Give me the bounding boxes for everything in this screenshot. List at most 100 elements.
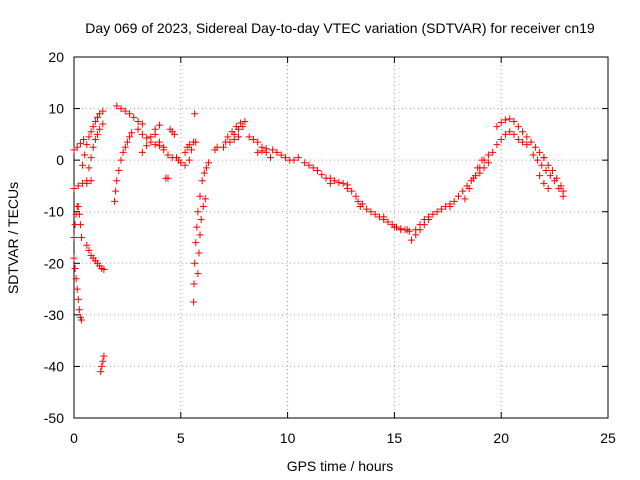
data-point	[123, 138, 131, 146]
data-point	[100, 352, 108, 360]
data-point	[113, 177, 121, 185]
data-point	[407, 236, 415, 244]
x-tick-label: 20	[493, 430, 509, 446]
data-point	[290, 156, 298, 164]
data-point	[277, 151, 285, 159]
data-point	[536, 172, 544, 180]
data-point	[519, 138, 527, 146]
data-point	[70, 185, 78, 193]
data-point	[397, 226, 405, 234]
data-point	[241, 117, 249, 125]
data-point	[83, 241, 91, 249]
data-point	[220, 143, 228, 151]
data-point	[553, 174, 561, 182]
data-point	[177, 159, 185, 167]
series-arc-z	[254, 145, 270, 156]
data-point	[420, 215, 428, 223]
data-point	[480, 164, 488, 172]
data-point	[72, 275, 80, 283]
data-point	[115, 166, 123, 174]
data-point	[130, 113, 138, 121]
axis-ticks: 0 5 10 15 20 25 -50 -40 -30 -20 -10 0 10 20	[44, 49, 616, 446]
data-point	[195, 249, 203, 257]
data-point	[89, 143, 97, 151]
data-point	[371, 210, 379, 218]
data-point	[198, 177, 206, 185]
data-point	[309, 164, 317, 172]
data-point	[450, 197, 458, 205]
y-tick-label: 20	[48, 49, 64, 65]
series-arc-ag	[390, 223, 411, 234]
data-point	[185, 141, 193, 149]
y-tick-label: -20	[44, 255, 64, 271]
data-point	[354, 197, 362, 205]
data-point	[121, 143, 129, 151]
series-arc-ad	[343, 185, 364, 211]
series-arc-i	[111, 129, 136, 205]
series-arc-g	[83, 241, 108, 273]
series-arc-y	[245, 133, 275, 162]
data-point	[70, 234, 78, 241]
series-arc-an	[489, 128, 531, 156]
data-point	[557, 182, 565, 190]
series-arc-f	[83, 120, 107, 187]
data-point	[245, 133, 253, 141]
data-point	[478, 156, 486, 164]
y-tick-label: -40	[44, 358, 64, 374]
data-point	[514, 123, 522, 131]
data-point	[425, 213, 433, 221]
data-point	[237, 119, 245, 127]
data-point	[99, 107, 107, 115]
data-point	[510, 117, 518, 125]
data-point	[121, 107, 129, 115]
data-point	[437, 205, 445, 213]
series-arc-m	[151, 130, 176, 162]
data-point	[339, 179, 347, 187]
data-point	[134, 117, 142, 125]
x-tick-label: 15	[387, 430, 403, 446]
data-point	[546, 172, 554, 180]
series-arc-ab	[301, 159, 334, 187]
data-point	[523, 133, 531, 141]
data-point	[506, 115, 514, 123]
data-point	[352, 192, 360, 200]
data-point	[459, 187, 467, 195]
series-arc-af	[380, 213, 413, 235]
data-point	[514, 136, 522, 144]
data-point	[254, 148, 262, 156]
data-point	[119, 148, 127, 156]
data-point	[191, 110, 199, 118]
data-point	[99, 120, 107, 128]
data-point	[461, 195, 469, 203]
data-point	[476, 169, 484, 177]
data-point	[497, 136, 505, 144]
data-point	[126, 133, 134, 141]
data-point	[367, 208, 375, 216]
series-arc-p	[173, 138, 200, 169]
data-point	[249, 136, 257, 144]
data-point	[531, 143, 539, 151]
data-point	[138, 120, 146, 128]
data-point	[213, 143, 221, 151]
data-point	[301, 159, 309, 167]
data-point	[87, 177, 95, 185]
data-point	[194, 208, 202, 216]
series-arc-n	[166, 125, 178, 138]
series-arc-ah	[407, 210, 437, 244]
data-point	[75, 210, 83, 218]
data-point	[151, 141, 159, 149]
data-point	[97, 368, 105, 376]
data-point	[181, 148, 189, 156]
data-point	[314, 166, 322, 174]
data-point	[226, 138, 234, 146]
data-point	[234, 125, 242, 133]
data-point	[510, 130, 518, 138]
data-point	[164, 174, 172, 182]
data-point	[194, 270, 202, 278]
data-point	[318, 171, 326, 179]
data-marks	[70, 102, 567, 376]
data-point	[85, 133, 93, 141]
data-point	[544, 161, 552, 169]
data-point	[83, 141, 91, 149]
data-point	[201, 195, 209, 203]
